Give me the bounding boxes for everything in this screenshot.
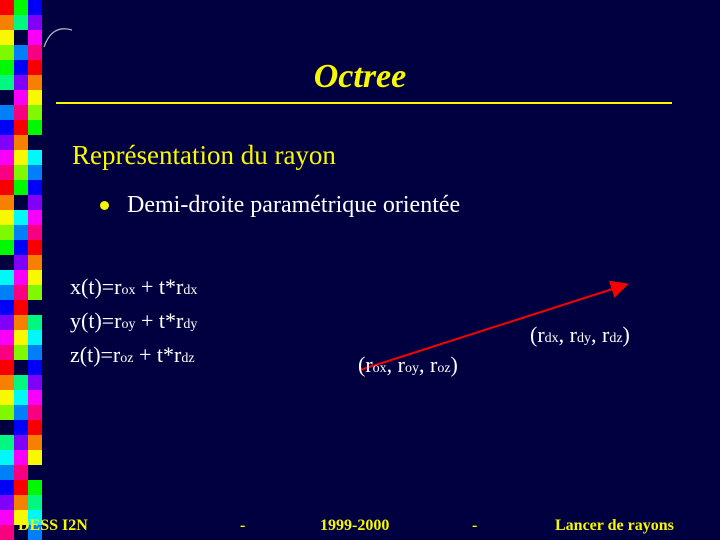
- title-underline: [56, 102, 672, 104]
- footer-sep-1: -: [240, 517, 245, 535]
- footer-left: DESS I2N: [18, 517, 88, 535]
- bullet-dot-icon: [100, 201, 109, 210]
- direction-label: (rdx, rdy, rdz): [530, 322, 630, 348]
- origin-label: (rox, roy, roz): [358, 352, 458, 378]
- decorative-curve: [42, 22, 82, 52]
- footer-center: 1999-2000: [320, 517, 389, 535]
- footer-right: Lancer de rayons: [555, 517, 674, 535]
- equations-block: x(t)=rox + t*rdx y(t)=roy + t*rdy z(t)=r…: [70, 272, 197, 374]
- footer-sep-2: -: [472, 517, 477, 535]
- bullet-text: Demi-droite paramétrique orientée: [127, 192, 460, 219]
- section-heading: Représentation du rayon: [72, 140, 336, 171]
- equation-2: y(t)=roy + t*rdy: [70, 306, 197, 340]
- equation-1: x(t)=rox + t*rdx: [70, 272, 197, 306]
- bullet-item: Demi-droite paramétrique orientée: [100, 192, 460, 219]
- slide-title: Octree: [0, 58, 720, 96]
- equation-3: z(t)=roz + t*rdz: [70, 340, 197, 374]
